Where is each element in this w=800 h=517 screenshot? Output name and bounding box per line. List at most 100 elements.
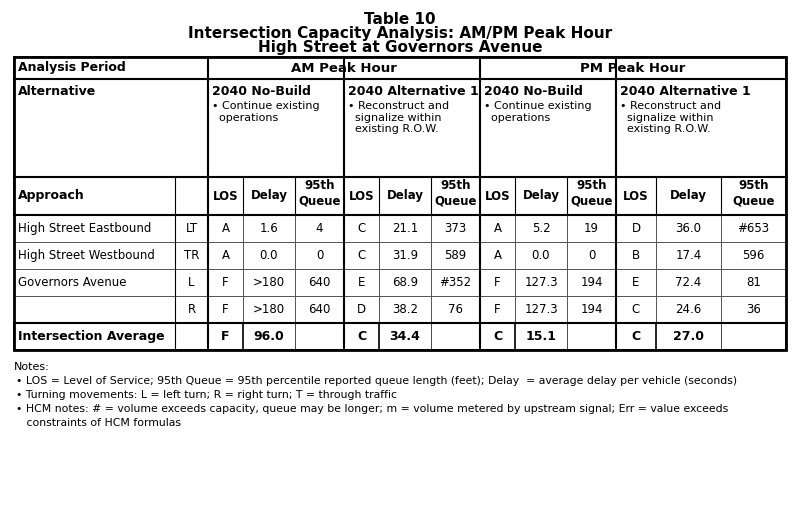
Text: LOS: LOS [213,190,238,203]
Bar [14,323,786,350]
Text: 17.4: 17.4 [675,249,702,262]
Text: LOS: LOS [623,190,649,203]
Bar [14,79,786,177]
Text: 95th
Queue: 95th Queue [434,179,477,207]
Bar [14,242,786,269]
Text: 1.6: 1.6 [260,222,278,235]
Text: • Reconstruct and
  signalize within
  existing R.O.W.: • Reconstruct and signalize within exist… [348,101,449,134]
Text: 596: 596 [742,249,765,262]
Text: C: C [357,330,366,343]
Text: • Continue existing
  operations: • Continue existing operations [212,101,320,123]
Text: A: A [494,249,502,262]
Text: 19: 19 [584,222,599,235]
Text: 0.0: 0.0 [532,249,550,262]
Text: LT: LT [186,222,198,235]
Text: High Street at Governors Avenue: High Street at Governors Avenue [258,40,542,55]
Text: F: F [222,330,230,343]
Text: F: F [494,303,501,316]
Text: TR: TR [184,249,199,262]
Text: 15.1: 15.1 [526,330,557,343]
Bar [14,269,786,296]
Text: >180: >180 [253,303,285,316]
Text: 95th
Queue: 95th Queue [570,179,613,207]
Text: 38.2: 38.2 [392,303,418,316]
Text: • Turning movements: L = left turn; R = right turn; T = through traffic: • Turning movements: L = left turn; R = … [16,390,397,400]
Text: A: A [222,249,230,262]
Text: C: C [493,330,502,343]
Text: #352: #352 [439,276,471,289]
Text: • Reconstruct and
  signalize within
  existing R.O.W.: • Reconstruct and signalize within exist… [620,101,721,134]
Text: F: F [494,276,501,289]
Text: 96.0: 96.0 [254,330,284,343]
Text: 95th
Queue: 95th Queue [298,179,341,207]
Text: 2040 Alternative 1: 2040 Alternative 1 [620,85,750,98]
Text: Delay: Delay [670,190,707,203]
Text: 68.9: 68.9 [392,276,418,289]
Text: >180: >180 [253,276,285,289]
Text: High Street Westbound: High Street Westbound [18,249,155,262]
Text: C: C [632,303,640,316]
Text: • HCM notes: # = volume exceeds capacity, queue may be longer; m = volume metere: • HCM notes: # = volume exceeds capacity… [16,404,728,414]
Text: #653: #653 [738,222,770,235]
Text: 2040 No-Build: 2040 No-Build [484,85,583,98]
Text: 127.3: 127.3 [524,303,558,316]
Text: 194: 194 [580,276,602,289]
Text: R: R [187,303,195,316]
Text: 0: 0 [588,249,595,262]
Text: C: C [358,222,366,235]
Text: E: E [358,276,365,289]
Text: Governors Avenue: Governors Avenue [18,276,126,289]
Text: 21.1: 21.1 [392,222,418,235]
Text: 194: 194 [580,303,602,316]
Bar [14,57,786,350]
Text: 36: 36 [746,303,761,316]
Text: 24.6: 24.6 [675,303,702,316]
Text: Delay: Delay [386,190,423,203]
Text: • LOS = Level of Service; 95th Queue = 95th percentile reported queue length (fe: • LOS = Level of Service; 95th Queue = 9… [16,376,737,386]
Text: 34.4: 34.4 [390,330,421,343]
Text: 81: 81 [746,276,761,289]
Text: 0: 0 [316,249,323,262]
Bar [14,296,786,323]
Text: 36.0: 36.0 [675,222,702,235]
Text: F: F [222,276,229,289]
Text: • Continue existing
  operations: • Continue existing operations [484,101,592,123]
Text: Analysis Period: Analysis Period [18,62,126,74]
Text: 4: 4 [316,222,323,235]
Text: B: B [632,249,640,262]
Text: 95th
Queue: 95th Queue [732,179,774,207]
Text: 31.9: 31.9 [392,249,418,262]
Text: 373: 373 [444,222,466,235]
Text: LOS: LOS [349,190,374,203]
Text: 5.2: 5.2 [532,222,550,235]
Text: 127.3: 127.3 [524,276,558,289]
Bar [14,57,786,350]
Text: A: A [494,222,502,235]
Text: Delay: Delay [250,190,287,203]
Text: D: D [631,222,641,235]
Text: Intersection Average: Intersection Average [18,330,165,343]
Text: 0.0: 0.0 [260,249,278,262]
Text: Delay: Delay [522,190,559,203]
Text: Table 10: Table 10 [364,12,436,27]
Text: F: F [222,303,229,316]
Text: 2040 Alternative 1: 2040 Alternative 1 [348,85,478,98]
Text: Intersection Capacity Analysis: AM/PM Peak Hour: Intersection Capacity Analysis: AM/PM Pe… [188,26,612,41]
Text: Approach: Approach [18,190,85,203]
Text: C: C [358,249,366,262]
Text: D: D [357,303,366,316]
Text: PM Peak Hour: PM Peak Hour [580,62,686,74]
Text: constraints of HCM formulas: constraints of HCM formulas [16,418,181,428]
Text: 640: 640 [308,303,330,316]
Text: 27.0: 27.0 [673,330,704,343]
Bar [14,215,786,242]
Bar [14,177,786,215]
Text: LOS: LOS [485,190,510,203]
Bar [14,57,786,79]
Text: 2040 No-Build: 2040 No-Build [212,85,311,98]
Text: 72.4: 72.4 [675,276,702,289]
Text: 589: 589 [444,249,466,262]
Text: L: L [188,276,194,289]
Text: 76: 76 [448,303,463,316]
Text: C: C [631,330,641,343]
